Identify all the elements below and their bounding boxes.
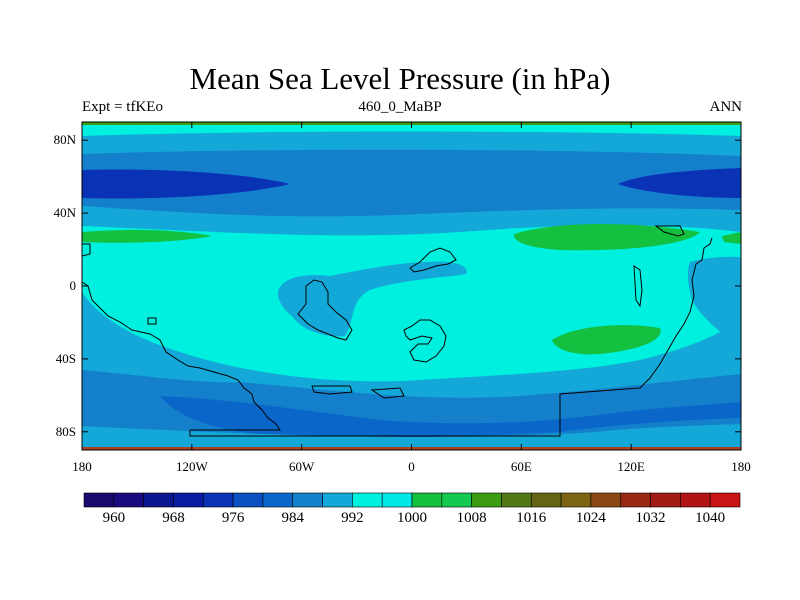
colorbar <box>83 492 741 508</box>
contour-north-high-band <box>82 229 212 243</box>
colorbar-label: 968 <box>162 510 185 526</box>
colorbar-label: 984 <box>281 510 304 526</box>
lat-label: 40S <box>55 350 76 366</box>
coastlines <box>82 225 713 437</box>
colorbar-swatch <box>352 492 383 508</box>
coastline-south-america <box>82 237 713 437</box>
colorbar-swatch <box>232 492 264 508</box>
lon-label: 180 <box>72 459 92 474</box>
lat-label: 40N <box>53 205 76 221</box>
lat-label: 80N <box>53 132 76 148</box>
colorbar-label: 1008 <box>456 510 487 526</box>
coastline-islands-mid <box>403 319 447 363</box>
colorbar-swatch <box>530 492 562 508</box>
colorbar-swatch <box>322 492 353 508</box>
colorbar-label: 992 <box>341 510 364 526</box>
map-title: Mean Sea Level Pressure (in hPa) <box>189 61 611 96</box>
colorbar-label: 960 <box>102 510 126 526</box>
colorbar-swatch <box>113 492 144 508</box>
colorbar-swatch <box>411 492 443 508</box>
colorbar-swatch <box>501 492 532 508</box>
contour-tropical-low-east <box>687 256 741 345</box>
colorbar-swatch <box>650 492 681 508</box>
colorbar-swatch <box>262 492 294 508</box>
lon-label: 180 <box>731 459 751 474</box>
coastline-small-isle <box>147 317 157 325</box>
colorbar-swatch <box>680 492 711 508</box>
colorbar-swatch <box>471 492 502 508</box>
colorbar-label: 976 <box>221 510 245 526</box>
coastline-south-fragment <box>311 385 405 399</box>
lon-label: 120W <box>175 459 208 474</box>
colorbar-swatch <box>441 492 472 508</box>
colorbar-swatch <box>143 492 174 508</box>
colorbar-swatch <box>381 492 413 508</box>
coastline-ne-fragment <box>654 225 685 237</box>
colorbar-label: 1032 <box>635 510 666 526</box>
colorbar-swatch <box>83 492 115 508</box>
colorbar-label: 1000 <box>397 510 427 526</box>
coastline-north-arc <box>409 247 457 273</box>
contour-east-high-small <box>722 232 741 244</box>
contour-tropical-low-atlantic <box>277 261 467 337</box>
experiment-label: Expt = tfKEo <box>82 99 163 115</box>
axis-ticks <box>81 122 742 450</box>
colorbar-swatch <box>590 492 622 508</box>
lat-label: 80S <box>55 423 76 439</box>
colorbar-swatch <box>292 492 323 508</box>
contour-north-band-mid <box>82 149 741 217</box>
contour-north-low-west <box>82 169 290 199</box>
coastline-east-fragment <box>633 265 643 308</box>
colorbar-swatch <box>173 492 204 508</box>
colorbar-swatch <box>202 492 234 508</box>
lon-label: 60W <box>289 459 315 474</box>
pressure-field <box>82 122 741 450</box>
coastline-africa <box>297 279 353 341</box>
lat-label: 0 <box>69 278 77 293</box>
contour-north-high-east <box>513 224 700 251</box>
contour-north-low-east <box>618 168 741 198</box>
colorbar-swatch <box>560 492 592 508</box>
colorbar-label: 1024 <box>575 510 606 526</box>
colorbar-swatch <box>620 492 651 508</box>
contour-southern-high <box>552 325 661 355</box>
lon-label: 0 <box>408 459 415 474</box>
contour-south-band-inner <box>160 396 741 438</box>
lon-label: 60E <box>510 459 532 474</box>
colorbar-label: 1040 <box>695 510 726 526</box>
lon-label: 120E <box>617 459 645 474</box>
time-label: 460_0_MaBP <box>358 99 442 115</box>
contour-polar-ring <box>82 426 741 450</box>
colorbar-swatch <box>709 492 741 508</box>
colorbar-label: 1016 <box>516 510 547 526</box>
coastline-west-fragment <box>82 243 91 257</box>
season-label: ANN <box>709 99 743 115</box>
